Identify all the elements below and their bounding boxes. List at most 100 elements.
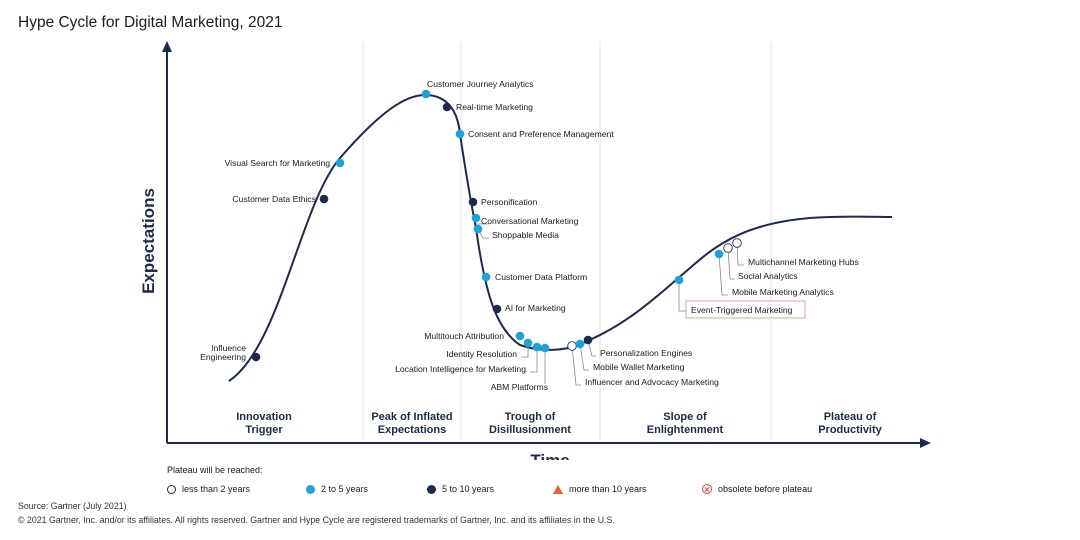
label-real-time-marketing: Real-time Marketing bbox=[456, 102, 533, 112]
label-identity-resolution: Identity Resolution bbox=[446, 349, 517, 359]
label-customer-journey-analytics: Customer Journey Analytics bbox=[427, 79, 534, 89]
connector-personalization-engines bbox=[587, 339, 596, 357]
label-personalization-engines: Personalization Engines bbox=[600, 348, 692, 358]
connector-mobile-wallet-marketing bbox=[579, 343, 589, 371]
point-ai-for-marketing bbox=[492, 304, 502, 314]
x-axis-arrow bbox=[920, 438, 931, 448]
label-line: Engineering bbox=[200, 352, 246, 362]
label-mobile-marketing-analytics: Mobile Marketing Analytics bbox=[732, 287, 834, 297]
copyright-note: © 2021 Gartner, Inc. and/or its affiliat… bbox=[18, 515, 615, 525]
label-consent-and-preference-management: Consent and Preference Management bbox=[468, 129, 614, 139]
label-line: Multichannel Marketing Hubs bbox=[748, 257, 859, 267]
chart-title: Hype Cycle for Digital Marketing, 2021 bbox=[18, 14, 283, 31]
label-multichannel-marketing-hubs: Multichannel Marketing Hubs bbox=[748, 257, 859, 267]
phase-trough-line2: Disillusionment bbox=[489, 424, 571, 436]
label-personification: Personification bbox=[481, 197, 538, 207]
legend-item-2-to-5: 2 to 5 years bbox=[306, 484, 368, 494]
connector-influencer-and-advocacy-marketing bbox=[571, 345, 581, 386]
connector-identity-resolution bbox=[521, 343, 529, 358]
phase-plateau-line1: Plateau of bbox=[824, 411, 877, 423]
point-influence-engineering bbox=[251, 352, 261, 362]
label-event-triggered-marketing: Event-Triggered Marketing bbox=[691, 305, 793, 315]
light-blue-circle-icon bbox=[306, 484, 315, 494]
connector-location-intelligence-for-marketing bbox=[530, 347, 538, 373]
label-shoppable-media: Shoppable Media bbox=[492, 230, 559, 240]
label-line: Shoppable Media bbox=[492, 230, 559, 240]
legend-label: obsolete before plateau bbox=[718, 484, 813, 494]
point-abm-platforms bbox=[540, 343, 550, 353]
label-line: Multitouch Attribution bbox=[424, 331, 504, 341]
point-influencer-and-advocacy-marketing bbox=[567, 341, 577, 351]
label-line: Customer Data Platform bbox=[495, 272, 587, 282]
label-line: ABM Platforms bbox=[491, 382, 548, 392]
phase-peak-line2: Expectations bbox=[378, 424, 446, 436]
point-real-time-marketing bbox=[442, 102, 452, 112]
point-social-analytics bbox=[723, 243, 733, 253]
technology-labels: Influence Engineering Customer Data Ethics… bbox=[200, 79, 859, 392]
label-conversational-marketing: Conversational Marketing bbox=[481, 216, 579, 226]
highlight-box bbox=[685, 300, 806, 319]
dark-blue-circle-icon bbox=[427, 484, 436, 494]
phase-innovation-trigger-line1: Innovation bbox=[236, 411, 292, 423]
phase-labels: Innovation Trigger Peak of Inflated Expe… bbox=[236, 411, 882, 436]
point-multitouch-attribution bbox=[515, 331, 525, 341]
point-consent-and-preference-management bbox=[455, 129, 465, 139]
label-customer-data-ethics: Customer Data Ethics bbox=[232, 194, 316, 204]
legend-item-obsolete: obsolete before plateau bbox=[702, 484, 812, 494]
point-location-intelligence-for-marketing bbox=[532, 342, 542, 352]
label-line: Personalization Engines bbox=[600, 348, 692, 358]
legend-item-5-to-10: 5 to 10 years bbox=[427, 484, 494, 494]
label-abm-platforms: ABM Platforms bbox=[491, 382, 548, 392]
label-line: Identity Resolution bbox=[446, 349, 517, 359]
white-circle-icon bbox=[167, 484, 176, 494]
label-line: Mobile Marketing Analytics bbox=[732, 287, 834, 297]
label-customer-data-platform: Customer Data Platform bbox=[495, 272, 587, 282]
legend-item-more-than-10: more than 10 years bbox=[553, 484, 647, 494]
label-line: Conversational Marketing bbox=[481, 216, 579, 226]
phase-peak-line1: Peak of Inflated bbox=[371, 411, 452, 423]
label-line: Event-Triggered Marketing bbox=[691, 305, 793, 315]
point-shoppable-media bbox=[473, 224, 483, 234]
label-line: Visual Search for Marketing bbox=[225, 158, 331, 168]
label-multitouch-attribution: Multitouch Attribution bbox=[424, 331, 504, 341]
x-axis-title: Time bbox=[530, 451, 569, 460]
point-event-triggered-marketing bbox=[674, 275, 684, 285]
connector-mobile-marketing-analytics bbox=[718, 253, 728, 296]
y-axis-arrow bbox=[162, 41, 172, 52]
legend-item-less-than-2: less than 2 years bbox=[167, 484, 250, 494]
point-conversational-marketing bbox=[471, 213, 481, 223]
label-visual-search-for-marketing: Visual Search for Marketing bbox=[225, 158, 331, 168]
label-line: AI for Marketing bbox=[505, 303, 566, 313]
phase-innovation-trigger-line2: Trigger bbox=[245, 424, 283, 436]
label-line: Mobile Wallet Marketing bbox=[593, 362, 685, 372]
phase-plateau-line2: Productivity bbox=[818, 424, 882, 436]
phase-trough-line1: Trough of bbox=[505, 411, 556, 423]
point-identity-resolution bbox=[523, 338, 533, 348]
phase-dividers bbox=[362, 42, 772, 441]
label-line: Social Analytics bbox=[738, 271, 798, 281]
y-axis-title: Expectations bbox=[139, 188, 158, 294]
connector-event-triggered-marketing bbox=[678, 280, 686, 312]
axes bbox=[162, 41, 931, 448]
label-line: Location Intelligence for Marketing bbox=[395, 364, 526, 374]
crossed-circle-icon bbox=[702, 484, 712, 494]
label-ai-for-marketing: AI for Marketing bbox=[505, 303, 566, 313]
orange-triangle-icon bbox=[553, 484, 563, 494]
point-mobile-marketing-analytics bbox=[714, 249, 724, 259]
point-personalization-engines bbox=[583, 335, 593, 345]
label-mobile-wallet-marketing: Mobile Wallet Marketing bbox=[593, 362, 685, 372]
legend-label: less than 2 years bbox=[182, 484, 251, 494]
label-line: Real-time Marketing bbox=[456, 102, 533, 112]
point-customer-data-platform bbox=[481, 272, 491, 282]
legend-label: 5 to 10 years bbox=[442, 484, 495, 494]
phase-slope-line1: Slope of bbox=[663, 411, 707, 423]
phase-slope-line2: Enlightenment bbox=[647, 424, 724, 436]
label-social-analytics: Social Analytics bbox=[738, 271, 798, 281]
source-note: Source: Gartner (July 2021) bbox=[18, 501, 127, 511]
label-line: Consent and Preference Management bbox=[468, 129, 614, 139]
technology-points bbox=[251, 89, 742, 362]
legend-label: more than 10 years bbox=[569, 484, 647, 494]
point-mobile-wallet-marketing bbox=[575, 339, 585, 349]
label-line: Personification bbox=[481, 197, 538, 207]
label-line: Influencer and Advocacy Marketing bbox=[585, 377, 719, 387]
